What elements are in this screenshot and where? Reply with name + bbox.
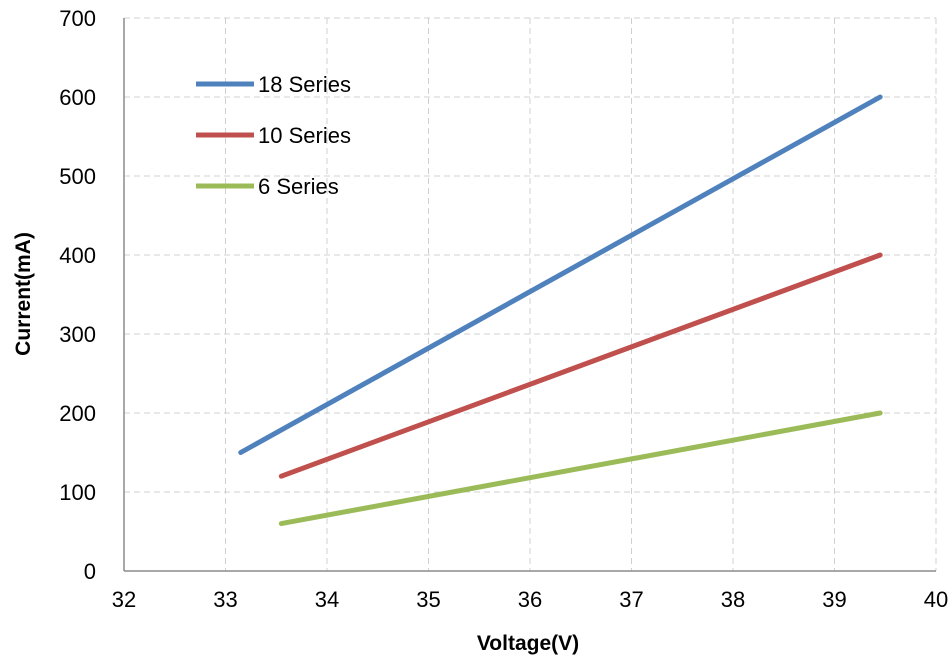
x-tick-label: 33 (213, 587, 237, 612)
series-line-18-series (238, 94, 883, 455)
legend-label: 10 Series (258, 123, 351, 148)
grid-lines (124, 17, 937, 571)
y-tick-label: 300 (59, 322, 96, 347)
x-tick-label: 38 (721, 587, 745, 612)
axes (123, 18, 936, 572)
x-tick-label: 36 (518, 587, 542, 612)
x-axis-title: Voltage(V) (477, 632, 579, 655)
y-axis-title: Current(mA) (12, 232, 35, 356)
x-tick-label: 34 (315, 587, 339, 612)
x-tick-label: 37 (619, 587, 643, 612)
x-tick-label: 39 (822, 587, 846, 612)
x-tick-label: 40 (924, 587, 948, 612)
legend-label: 6 Series (258, 174, 339, 199)
x-tick-label: 35 (416, 587, 440, 612)
y-tick-label: 200 (59, 401, 96, 426)
y-tick-label: 0 (84, 559, 96, 584)
y-tick-label: 400 (59, 243, 96, 268)
y-tick-label: 600 (59, 85, 96, 110)
y-tick-label: 100 (59, 480, 96, 505)
legend: 18 Series 10 Series 6 Series (196, 72, 351, 199)
y-tick-label: 500 (59, 164, 96, 189)
series-line-6-series (278, 410, 883, 527)
data-series (238, 94, 883, 527)
y-tick-label: 700 (59, 6, 96, 31)
series-line-10-series (278, 252, 883, 479)
x-tick-label: 32 (112, 587, 136, 612)
legend-label: 18 Series (258, 72, 351, 97)
